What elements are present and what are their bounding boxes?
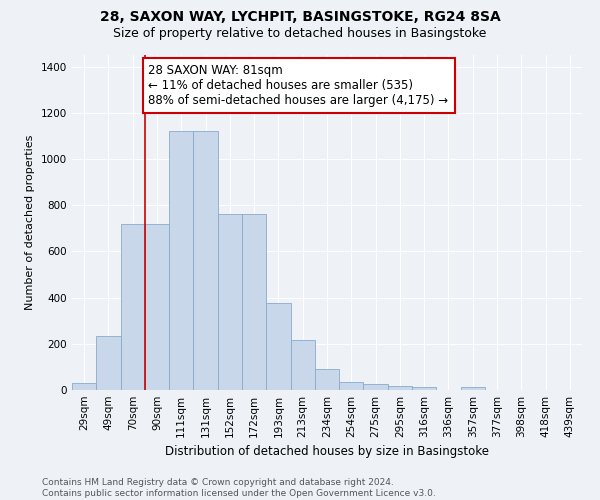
Bar <box>218 214 242 390</box>
Bar <box>412 386 436 390</box>
Bar <box>461 386 485 390</box>
Bar <box>388 386 412 390</box>
Bar <box>315 369 339 390</box>
Bar <box>145 224 169 390</box>
X-axis label: Distribution of detached houses by size in Basingstoke: Distribution of detached houses by size … <box>165 446 489 458</box>
Bar <box>242 214 266 390</box>
Bar <box>364 384 388 390</box>
Text: Size of property relative to detached houses in Basingstoke: Size of property relative to detached ho… <box>113 28 487 40</box>
Bar <box>169 131 193 390</box>
Bar <box>96 336 121 390</box>
Bar <box>266 304 290 390</box>
Bar <box>72 383 96 390</box>
Bar <box>121 224 145 390</box>
Bar <box>339 382 364 390</box>
Text: Contains HM Land Registry data © Crown copyright and database right 2024.
Contai: Contains HM Land Registry data © Crown c… <box>42 478 436 498</box>
Bar <box>290 340 315 390</box>
Y-axis label: Number of detached properties: Number of detached properties <box>25 135 35 310</box>
Bar <box>193 131 218 390</box>
Text: 28 SAXON WAY: 81sqm
← 11% of detached houses are smaller (535)
88% of semi-detac: 28 SAXON WAY: 81sqm ← 11% of detached ho… <box>149 64 449 107</box>
Text: 28, SAXON WAY, LYCHPIT, BASINGSTOKE, RG24 8SA: 28, SAXON WAY, LYCHPIT, BASINGSTOKE, RG2… <box>100 10 500 24</box>
